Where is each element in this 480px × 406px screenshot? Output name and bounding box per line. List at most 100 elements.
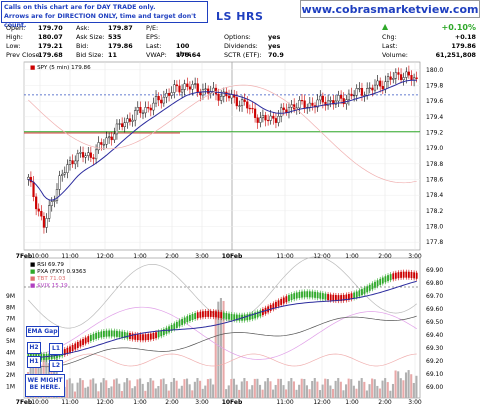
volume-bar	[144, 390, 147, 398]
lower-candle-body	[181, 318, 184, 325]
volume-bar	[193, 381, 196, 398]
volume-bar	[149, 378, 152, 398]
candle-body	[222, 91, 225, 97]
candle-body	[126, 118, 129, 123]
candle-body	[316, 99, 319, 108]
candle-body	[63, 172, 66, 175]
volume-bar	[251, 385, 254, 398]
rsi-y-tick: 69.00	[426, 384, 443, 391]
lower-candle-body	[340, 295, 343, 302]
candle-body	[162, 96, 165, 104]
candle-body	[194, 83, 197, 85]
candle-body	[410, 75, 413, 81]
candle-body	[50, 201, 53, 206]
volume-value: 61,251,808	[435, 51, 476, 59]
candle-body	[105, 137, 108, 145]
lower-candle-body	[277, 300, 280, 307]
price-x-tick: 1:00	[345, 253, 359, 260]
lower-candle-body	[248, 313, 251, 320]
indicator-x-tick: 7Feb	[16, 399, 33, 406]
candle-body	[407, 71, 410, 76]
last-value: 100 shrs	[176, 42, 192, 58]
might-be-here-box: WE MIGHT BE HERE.	[25, 374, 65, 397]
disclaimer-line-2: Arrows are for DIRECTION ONLY, time and …	[4, 13, 197, 29]
lower-candle-body	[389, 274, 392, 281]
candle-body	[58, 175, 61, 190]
price-y-tick: 179.4	[426, 114, 443, 121]
last2-label: Last:	[382, 42, 398, 50]
candle-body	[243, 99, 246, 102]
lower-candle-body	[363, 287, 366, 294]
candle-body	[100, 142, 103, 145]
vix-swatch: ■	[30, 283, 36, 289]
ask-size-label: Ask Size:	[76, 33, 105, 41]
candle-body	[402, 77, 405, 80]
open-label: Open:	[6, 24, 26, 32]
volume-bar	[175, 380, 178, 398]
high-value: 180.07	[38, 33, 63, 41]
volume-bar	[298, 384, 301, 398]
candle-body	[186, 83, 189, 87]
up-triangle-icon: ▲	[382, 22, 389, 31]
price-x-tick: 3:00	[195, 253, 209, 260]
candle-body	[165, 93, 168, 98]
candle-body	[167, 93, 171, 96]
lower-candle-body	[136, 334, 139, 341]
volume-bar	[345, 384, 348, 398]
candle-body	[280, 107, 283, 117]
bid-label: Bid:	[76, 42, 89, 50]
lower-candle-body	[233, 314, 236, 321]
candle-body	[40, 211, 43, 217]
candle-body	[339, 95, 343, 99]
candle-body	[157, 96, 160, 101]
ema-gap-box: EMA Gap	[26, 326, 59, 337]
price-legend-text: SPY (5 min) 179.86	[37, 65, 91, 71]
candle-body	[118, 123, 121, 125]
candle-body	[342, 98, 345, 105]
volume-bar	[157, 386, 160, 398]
volume-y-tick: 9M	[6, 293, 15, 300]
lower-candle-body	[400, 271, 402, 278]
price-x-tick: 12:00	[313, 253, 330, 260]
lower-candle-body	[230, 313, 233, 320]
candle-body	[397, 72, 400, 75]
lower-candle-body	[275, 301, 277, 308]
price-x-tick: 10Feb	[222, 253, 243, 260]
price-x-tick: 2:00	[165, 253, 179, 260]
volume-bar	[269, 381, 272, 398]
volume-bar	[136, 379, 139, 398]
volume-bar	[358, 380, 361, 398]
volume-bar	[368, 384, 371, 398]
candle-body	[371, 87, 374, 91]
volume-bar	[238, 389, 241, 398]
volume-y-tick: 2M	[6, 372, 15, 379]
volume-bar	[266, 378, 269, 398]
last2-value: 179.86	[451, 42, 476, 50]
lower-candle-body	[144, 334, 147, 341]
candle-body	[399, 74, 403, 80]
site-url[interactable]: www.cobrasmarketview.com	[300, 0, 480, 18]
candle-body	[274, 118, 278, 123]
volume-bar	[285, 389, 288, 398]
candle-body	[175, 84, 178, 87]
lower-candle-body	[246, 314, 249, 321]
lower-candle-body	[376, 280, 379, 287]
candle-body	[298, 100, 301, 109]
lower-candle-body	[175, 321, 178, 328]
options-value: yes	[268, 33, 281, 41]
price-legend-swatch: ■	[30, 65, 36, 71]
price-x-tick: 12:00	[96, 253, 113, 260]
disclaimer-box: Calls on this chart are for DAY TRADE on…	[1, 1, 208, 29]
volume-bar	[152, 380, 155, 398]
indicator-x-tick: 10:00	[31, 399, 48, 406]
lower-candle-body	[147, 333, 150, 340]
volume-bar	[99, 382, 103, 398]
lower-candle-body	[196, 312, 199, 319]
candle-body	[358, 88, 361, 90]
candle-body	[53, 200, 56, 202]
rsi-y-tick: 69.10	[426, 371, 443, 378]
lower-candle-body	[306, 291, 309, 298]
volume-bar	[165, 384, 168, 398]
volume-y-tick: 4M	[6, 350, 15, 357]
